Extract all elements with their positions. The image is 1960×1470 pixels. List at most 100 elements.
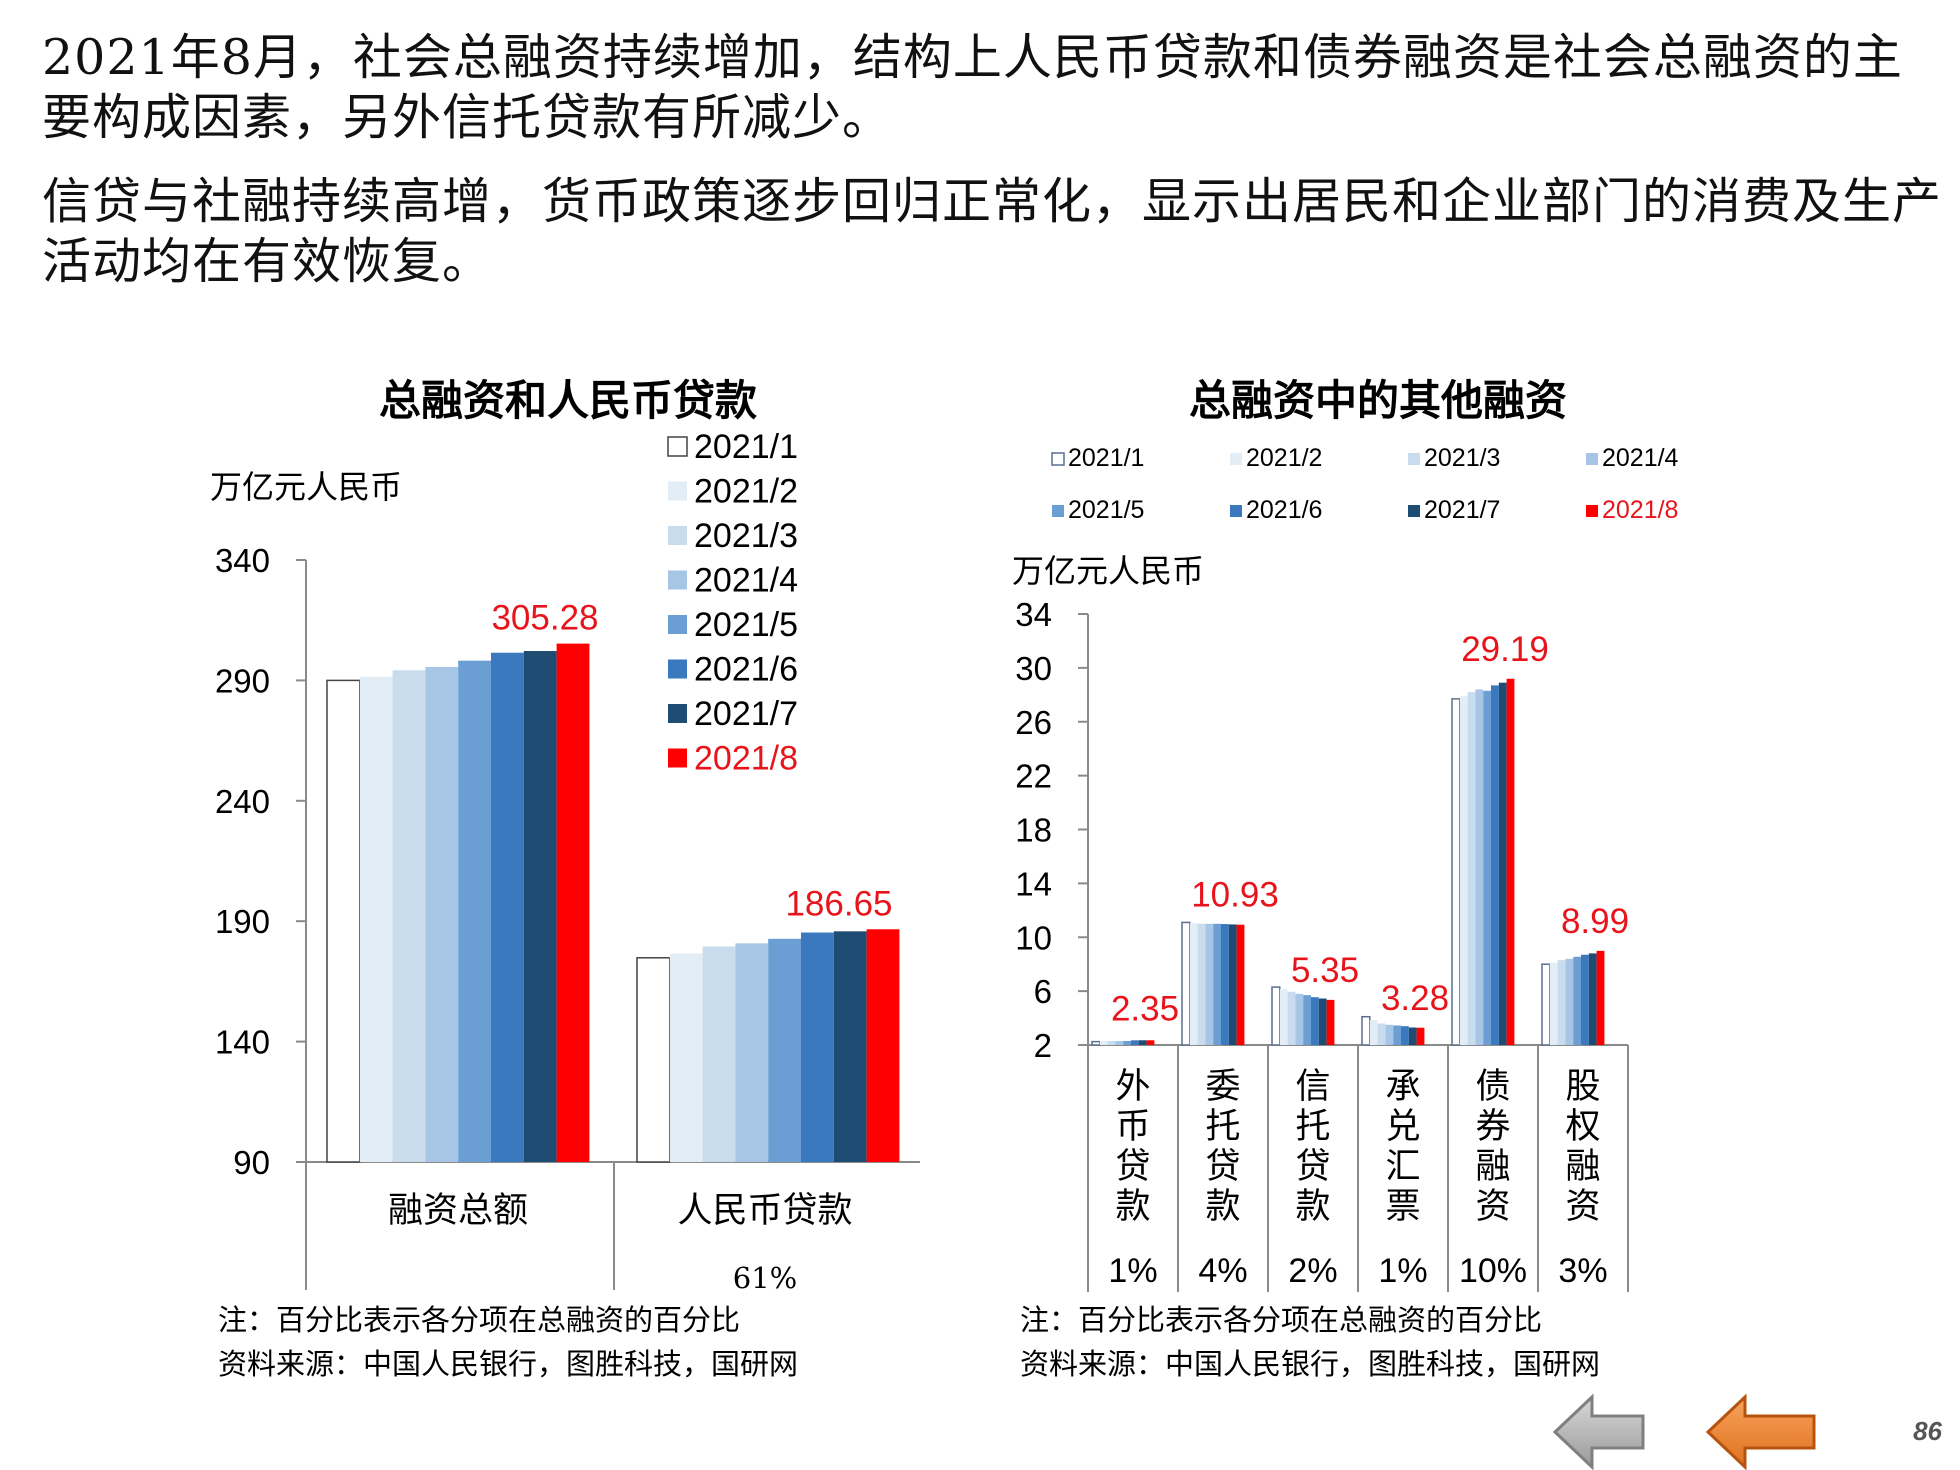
- chart2-bar: [1541, 963, 1551, 1046]
- chart2-data-label: 3.28: [1381, 979, 1449, 1018]
- chart2-category-label: 外币贷款: [1115, 1067, 1150, 1227]
- chart1-note: 注：百分比表示各分项在总融资的百分比: [218, 1303, 740, 1337]
- chart2-data-labels: 2.35 10.93 5.35 3.28 29.19 8.99: [1111, 630, 1629, 1029]
- chart1-y-tick-label: 240: [215, 783, 270, 820]
- chart2-bar: [1467, 692, 1476, 1045]
- prev-page-button[interactable]: [1552, 1393, 1645, 1470]
- orange-left-arrow-icon: [1705, 1393, 1816, 1470]
- chart2-bar: [1123, 1040, 1131, 1045]
- chart2-bar: [1189, 923, 1198, 1045]
- summary-paragraph-1: 2021年8月，社会总融资持续增加，结构上人民币贷款和债券融资是社会总融资的主要…: [42, 29, 1903, 146]
- chart2-category-share: 4%: [1198, 1252, 1247, 1290]
- next-page-button[interactable]: [1705, 1393, 1816, 1470]
- chart2-source: 资料来源：中国人民银行，图胜科技，国研网: [1020, 1347, 1600, 1381]
- chart2-bar: [1311, 997, 1319, 1045]
- legend-label: 2021/5: [694, 606, 798, 644]
- chart2-y-tick-label: 6: [1034, 973, 1052, 1010]
- chart2-legend-item: 2021/8: [1586, 496, 1678, 524]
- chart2-category-share: 10%: [1459, 1252, 1527, 1290]
- chart2-bar: [1506, 678, 1515, 1045]
- chart1-legend-item: 2021/2: [668, 473, 798, 511]
- chart2-bar: [1581, 954, 1589, 1045]
- legend-swatch: [1230, 505, 1242, 517]
- chart1-bar: [735, 943, 769, 1162]
- chart2-data-label: 5.35: [1291, 951, 1359, 990]
- chart1-bar: [801, 932, 834, 1162]
- chart2-y-tick-label: 10: [1015, 919, 1052, 956]
- chart1-legend-item: 2021/8: [668, 740, 798, 778]
- chart2-category-label: 委托贷款: [1205, 1067, 1240, 1227]
- legend-label: 2021/8: [694, 740, 798, 778]
- chart2-bar: [1221, 924, 1229, 1045]
- chart1-legend-item: 2021/3: [668, 517, 798, 555]
- legend-label: 2021/1: [694, 428, 798, 466]
- legend-swatch: [668, 659, 687, 679]
- chart2-bar: [1416, 1027, 1425, 1045]
- chart2-legend-item: 2021/2: [1230, 444, 1322, 472]
- chart2-legend-item: 2021/6: [1230, 496, 1322, 524]
- chart2-bar: [1228, 924, 1237, 1045]
- chart1-legend-item: 2021/5: [668, 606, 798, 644]
- chart2-y-tick-label: 22: [1015, 758, 1052, 795]
- legend-label: 2021/8: [1602, 496, 1678, 524]
- chart2-bar: [1491, 685, 1499, 1045]
- chart2-bar: [1295, 993, 1304, 1045]
- chart2-data-label: 2.35: [1111, 989, 1179, 1028]
- chart2-bar: [1146, 1040, 1155, 1045]
- chart2-bar: [1303, 995, 1311, 1045]
- chart2-bar: [1197, 923, 1206, 1045]
- chart2-bar: [1131, 1040, 1139, 1045]
- chart1-legend-item: 2021/4: [668, 562, 798, 600]
- chart2-bar: [1401, 1026, 1409, 1045]
- legend-swatch: [1586, 505, 1598, 517]
- chart2-y-tick-label: 30: [1015, 650, 1052, 687]
- chart1-bar: [392, 670, 426, 1162]
- legend-swatch: [1586, 453, 1598, 465]
- chart2-bar: [1588, 953, 1597, 1045]
- chart1-bar: [359, 676, 393, 1162]
- chart2-y-tick-label: 14: [1015, 865, 1052, 902]
- chart2-legend-item: 2021/7: [1408, 496, 1500, 524]
- chart1-y-tick-label: 290: [215, 662, 270, 699]
- legend-swatch: [668, 526, 687, 545]
- chart2-legend-item: 2021/5: [1052, 496, 1144, 524]
- chart1-title: 总融资和人民币贷款: [379, 376, 757, 425]
- chart2-category-label: 信托贷款: [1295, 1067, 1330, 1227]
- legend-swatch: [668, 481, 687, 501]
- legend-swatch: [668, 704, 687, 723]
- chart1-bar: [833, 931, 867, 1162]
- chart2-bar: [1099, 1040, 1108, 1045]
- chart1-bar: [636, 957, 671, 1163]
- legend-label: 2021/4: [694, 562, 798, 600]
- chart2-bar: [1459, 696, 1468, 1045]
- legend-label: 2021/2: [694, 473, 798, 511]
- chart1-source: 资料来源：中国人民银行，图胜科技，国研网: [218, 1347, 798, 1381]
- chart2-y-tick-label: 26: [1015, 704, 1052, 741]
- chart2-bar: [1361, 1015, 1371, 1046]
- chart2-category-share: 1%: [1108, 1252, 1157, 1290]
- chart2-bar: [1287, 991, 1296, 1045]
- legend-label: 2021/7: [694, 695, 798, 733]
- chart1-unit-label: 万亿元人民币: [210, 468, 402, 506]
- other-financing-chart: 总融资中的其他融资 万亿元人民币 2610141822263034外币贷款1%委…: [1012, 376, 1679, 1381]
- chart1-y-tick-label: 140: [215, 1024, 270, 1061]
- chart2-bar: [1408, 1027, 1417, 1045]
- chart2-data-label: 8.99: [1561, 902, 1629, 941]
- chart2-bar: [1557, 960, 1566, 1045]
- chart2-bar: [1205, 923, 1214, 1045]
- chart2-data-label: 29.19: [1461, 630, 1549, 669]
- legend-swatch: [1051, 452, 1065, 466]
- chart2-note: 注：百分比表示各分项在总融资的百分比: [1020, 1303, 1542, 1337]
- chart1-bar: [523, 651, 557, 1162]
- chart2-category-share: 2%: [1288, 1252, 1337, 1290]
- chart2-legend: 2021/1 2021/2 2021/3 2021/4 2021/5 2021/6 2021…: [1051, 444, 1679, 524]
- chart2-title: 总融资中的其他融资: [1189, 376, 1567, 425]
- chart1-bar: [702, 946, 736, 1162]
- chart2-axes: 2610141822263034外币贷款1%委托贷款4%信托贷款2%承兑汇票1%…: [1015, 596, 1629, 1292]
- chart1-legend-item: 2021/1: [667, 428, 798, 466]
- chart2-bar: [1573, 956, 1581, 1045]
- chart2-bar: [1091, 1040, 1101, 1046]
- legend-swatch: [667, 436, 688, 457]
- chart2-bar: [1115, 1040, 1124, 1045]
